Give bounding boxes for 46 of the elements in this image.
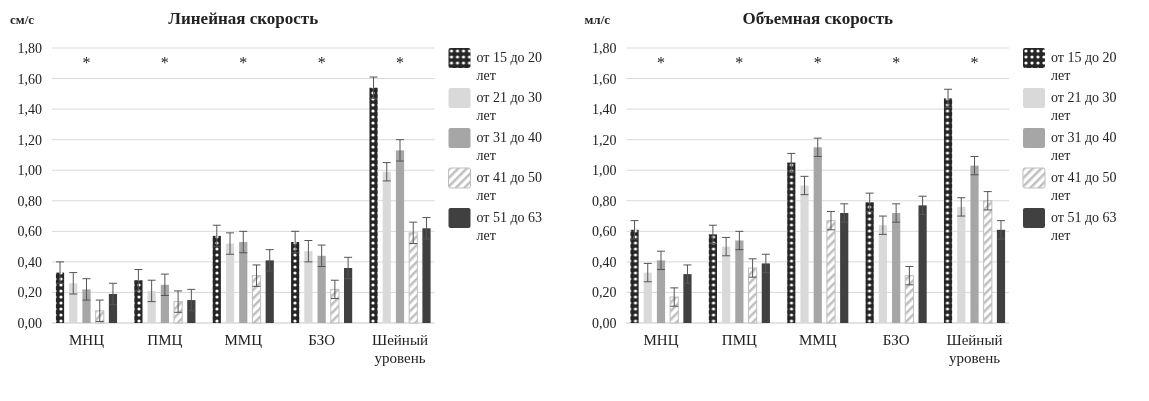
x-tick-label: ММЦ — [798, 332, 837, 348]
annotation: * — [892, 54, 901, 71]
annotation: * — [970, 54, 979, 71]
legend-label: от 51 до 63 лет — [476, 210, 543, 243]
x-tick-label: ПМЦ — [147, 332, 183, 348]
y-tick-label: 1,00 — [17, 163, 42, 179]
x-tick-label: Шейный уровень — [946, 332, 1003, 366]
chart-title: Объемная скорость — [742, 9, 894, 28]
y-axis-title: см/с — [10, 12, 35, 27]
y-tick-label: 0,20 — [592, 285, 617, 301]
y-tick-label: 0,40 — [17, 254, 42, 270]
y-tick-label: 1,80 — [592, 40, 617, 56]
x-tick-label: ПМЦ — [721, 332, 758, 348]
annotation: * — [813, 54, 822, 71]
y-tick-label: 1,60 — [592, 71, 617, 87]
annotation: * — [239, 54, 248, 71]
x-tick-label: БЗО — [308, 332, 336, 348]
y-tick-label: 1,80 — [17, 40, 42, 56]
y-tick-label: 0,80 — [592, 193, 617, 209]
y-tick-label: 1,20 — [592, 132, 617, 148]
x-tick-label: МНЦ — [68, 332, 105, 348]
x-tick-label: БЗО — [882, 332, 910, 348]
x-tick-label: МНЦ — [643, 332, 679, 348]
y-tick-label: 0,00 — [592, 315, 617, 331]
annotation: * — [396, 54, 405, 71]
y-tick-label: 0,60 — [592, 224, 617, 240]
annotation: * — [735, 54, 744, 71]
legend-label: от 51 до 63 лет — [1051, 210, 1117, 243]
chart-title: Линейная скорость — [168, 9, 319, 28]
x-tick-label: ММЦ — [224, 332, 263, 348]
x-tick-label: Шейный уровень — [372, 332, 428, 366]
y-tick-label: 0,60 — [17, 224, 42, 240]
y-tick-label: 1,40 — [17, 102, 42, 118]
annotation: * — [317, 54, 326, 71]
annotation: * — [656, 54, 665, 71]
annotation: * — [82, 54, 91, 71]
y-tick-label: 1,20 — [17, 132, 42, 148]
y-tick-label: 0,00 — [17, 315, 42, 331]
y-tick-label: 1,40 — [592, 102, 617, 118]
y-tick-label: 0,20 — [17, 285, 42, 301]
annotation: * — [160, 54, 169, 71]
y-tick-label: 1,60 — [17, 71, 42, 87]
y-axis-title: мл/с — [584, 12, 611, 27]
y-tick-label: 0,80 — [17, 193, 42, 209]
y-tick-label: 0,40 — [592, 254, 617, 270]
y-tick-label: 1,00 — [592, 163, 617, 179]
